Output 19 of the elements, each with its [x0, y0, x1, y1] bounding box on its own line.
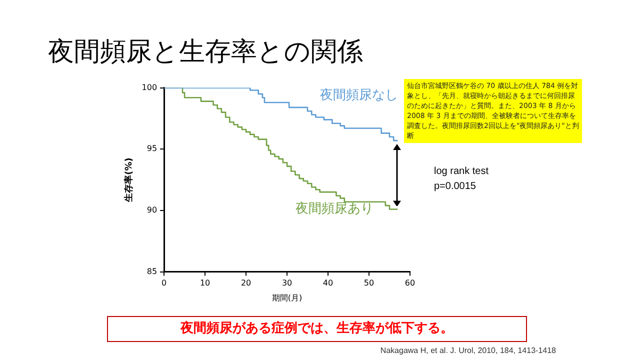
x-tick-label: 10 [200, 278, 210, 288]
chart-title: 夜間頻尿と生存率との関係 [48, 36, 363, 69]
series-label: 夜間頻尿あり [296, 200, 374, 217]
y-axis-title: 生存率(%) [124, 158, 135, 203]
y-tick-label: 100 [142, 82, 158, 92]
x-tick-label: 0 [162, 278, 167, 288]
x-tick-label: 30 [282, 278, 292, 288]
series-label: 夜間頻尿なし [320, 86, 398, 103]
y-tick-label: 85 [146, 266, 158, 276]
y-tick-label: 90 [146, 206, 158, 215]
text: 夜間頻尿がある症例では、生存率が低下する。 [107, 316, 527, 342]
y-tick-label: 95 [146, 144, 158, 154]
x-tick-label: 50 [364, 278, 374, 288]
x-tick-label: 20 [240, 278, 252, 288]
text: Nakagawa H, et al. J. Urol, 2010, 184, 1413-1418 [380, 346, 556, 355]
x-axis-title: 期間(月) [272, 293, 302, 302]
text: log rank test p=0.0015 [434, 165, 488, 194]
x-tick-label: 40 [322, 278, 334, 288]
x-tick-label: 60 [404, 278, 416, 288]
